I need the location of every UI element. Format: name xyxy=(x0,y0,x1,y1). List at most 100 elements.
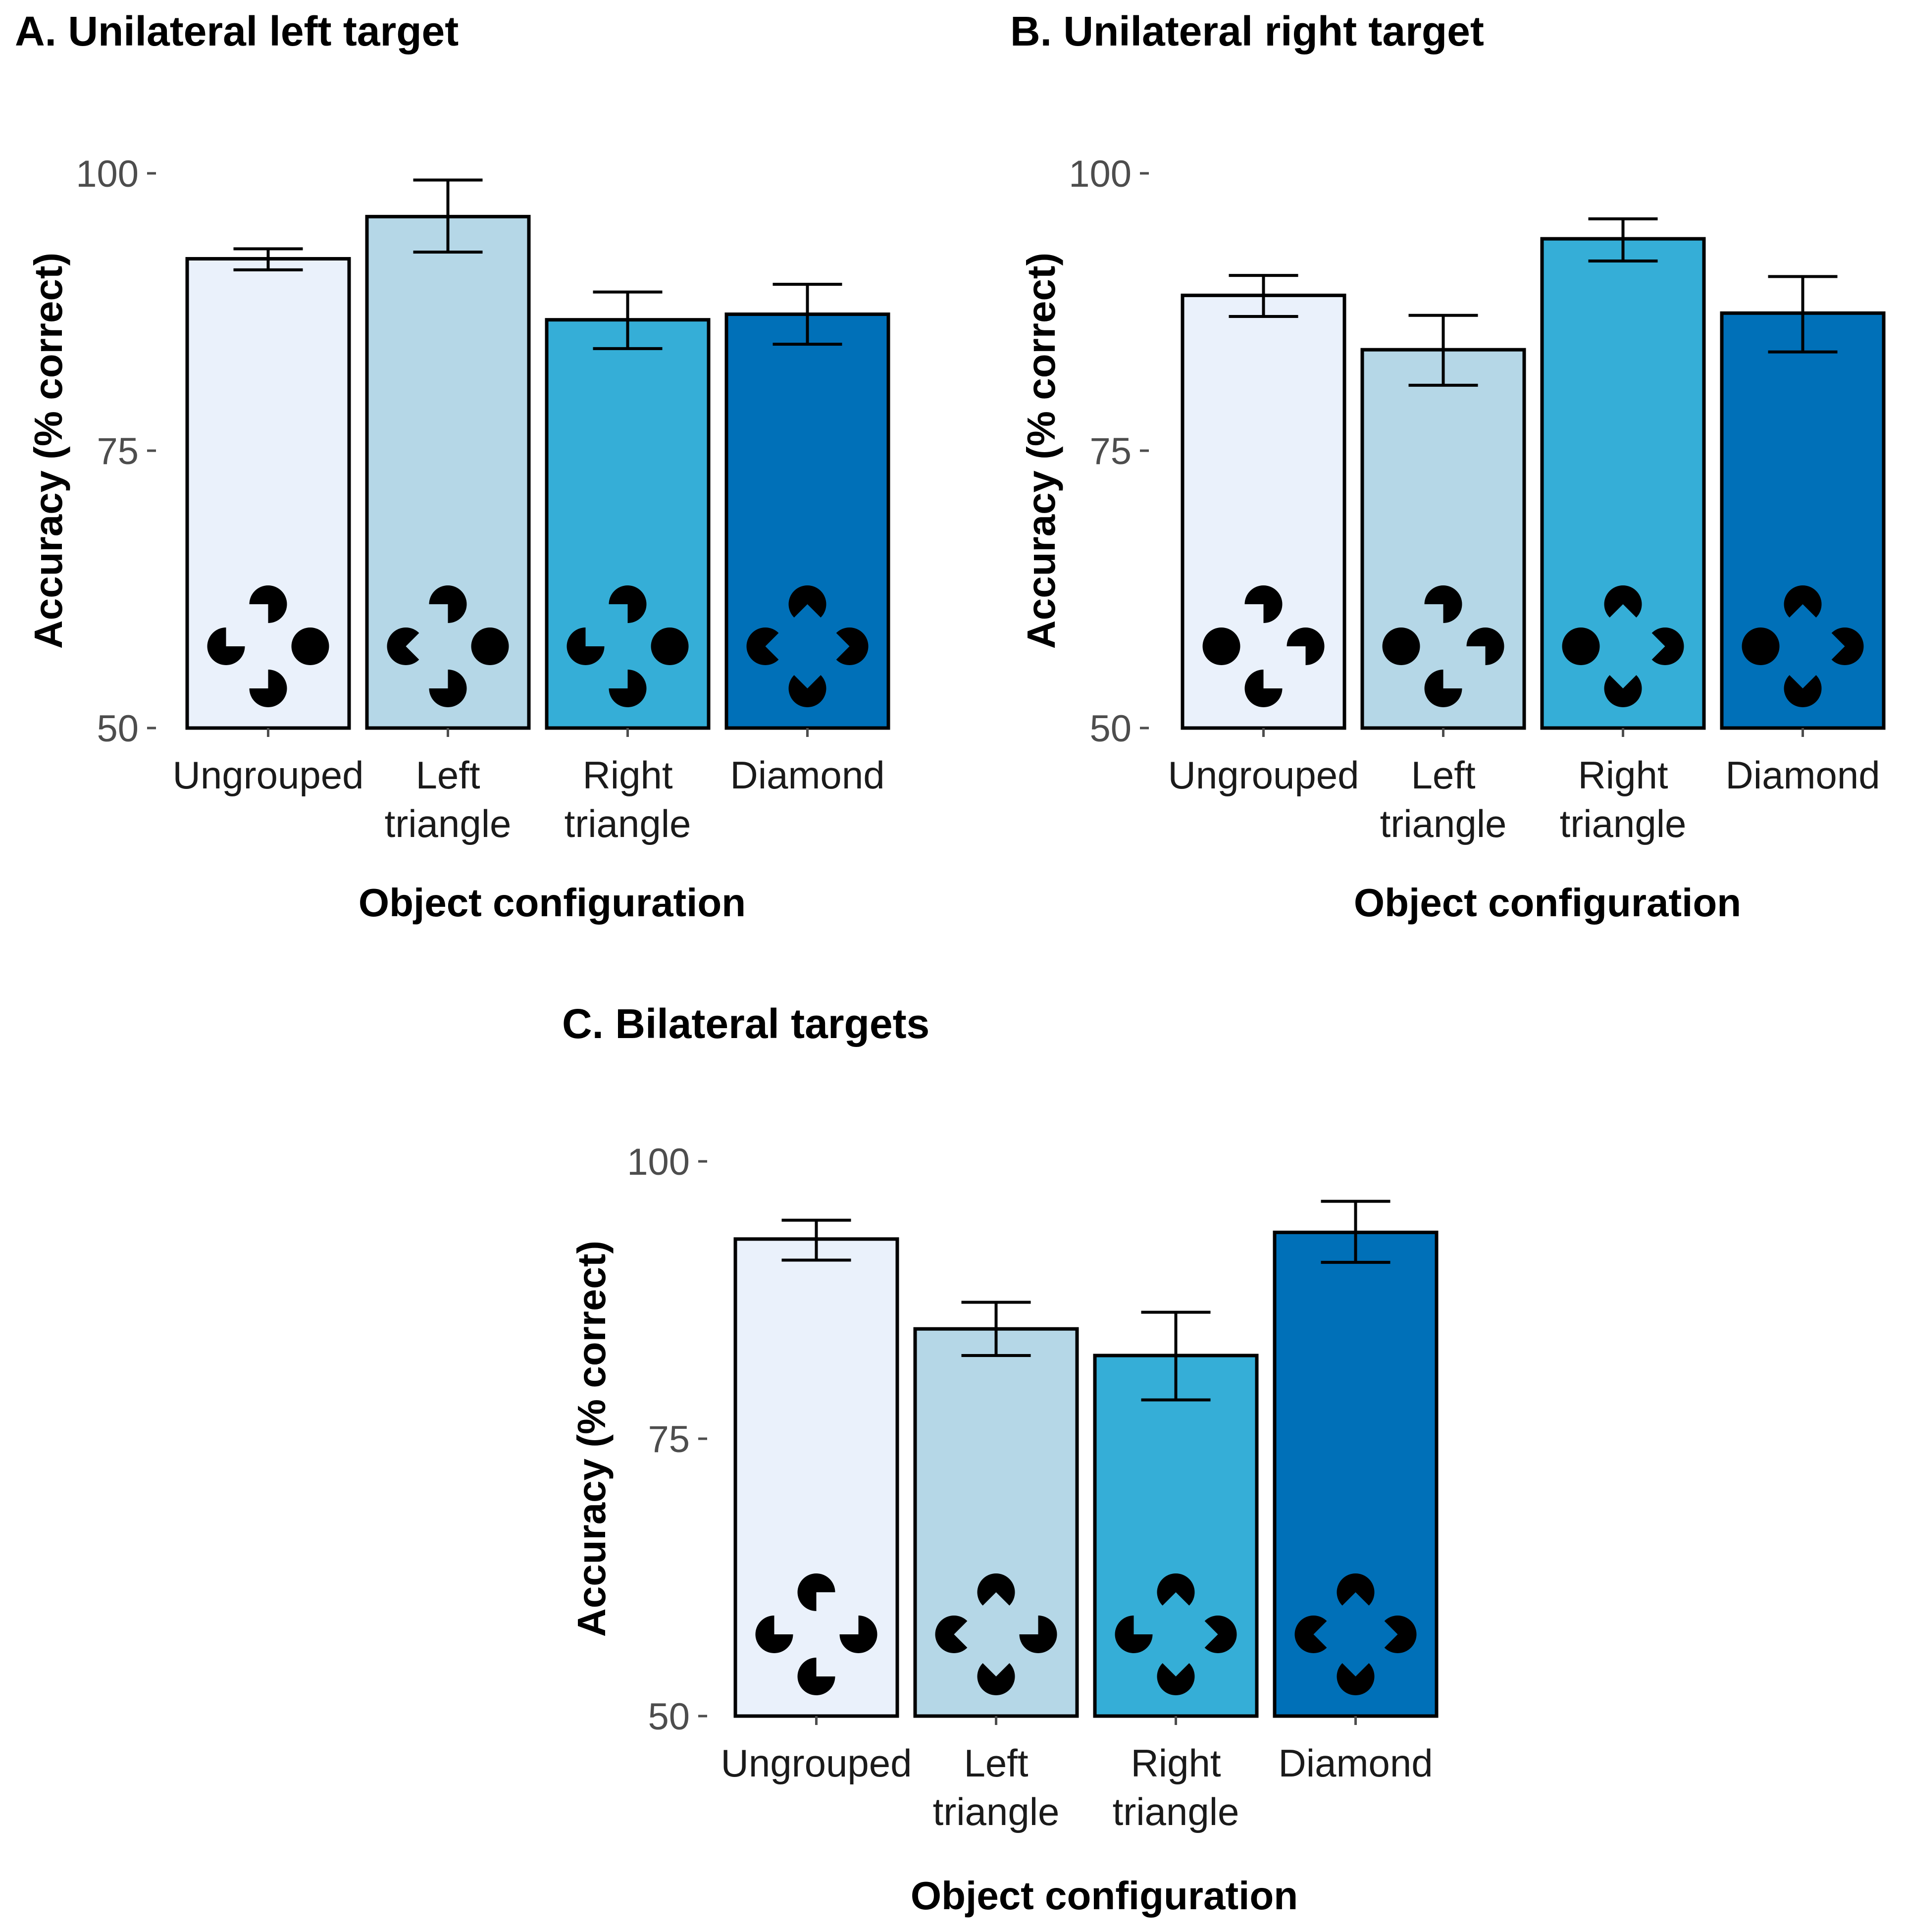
pacman-right-icon xyxy=(291,627,329,665)
x-tick-label: Left xyxy=(1411,753,1475,797)
pacman-left-icon xyxy=(567,627,605,665)
y-tick-label: 75 xyxy=(1089,430,1132,472)
pacman-left-icon xyxy=(207,627,245,665)
pacman-bottom-icon xyxy=(1784,675,1822,707)
pacman-right-icon xyxy=(471,627,509,665)
pacman-right-icon xyxy=(839,1616,877,1654)
y-tick-label: 50 xyxy=(97,708,139,750)
x-tick-label: triangle xyxy=(1113,1790,1239,1833)
x-tick-label: Right xyxy=(1131,1741,1221,1785)
pacman-configuration-icon xyxy=(1115,1573,1237,1695)
pacman-left-icon xyxy=(755,1616,793,1654)
pacman-top-icon xyxy=(1337,1573,1375,1606)
pacman-configuration-icon xyxy=(1202,585,1325,707)
pacman-top-icon xyxy=(788,585,826,618)
pacman-bottom-icon xyxy=(429,670,467,707)
pacman-bottom-icon xyxy=(1157,1663,1195,1695)
pacman-bottom-icon xyxy=(609,670,647,707)
panel-title: A. Unilateral left target xyxy=(15,8,459,54)
y-tick-label: 100 xyxy=(627,1141,690,1183)
pacman-top-icon xyxy=(1157,1573,1195,1606)
pacman-top-icon xyxy=(1604,585,1642,618)
bar xyxy=(1093,1354,1259,1718)
x-tick-label: Right xyxy=(582,753,672,797)
pacman-left-icon xyxy=(1562,627,1600,665)
x-tick-label: triangle xyxy=(565,802,691,845)
x-axis-title: Object configuration xyxy=(359,881,746,925)
pacman-configuration-icon xyxy=(207,585,329,707)
y-axis-title: Accuracy (% correct) xyxy=(1019,253,1063,649)
x-tick-label: Diamond xyxy=(1725,753,1880,797)
x-axis-title: Object configuration xyxy=(1354,881,1741,925)
pacman-top-icon xyxy=(1784,585,1822,618)
y-tick-label: 75 xyxy=(97,430,139,472)
pacman-left-icon xyxy=(387,627,419,665)
bar xyxy=(545,318,711,730)
x-tick-label: triangle xyxy=(933,1790,1060,1833)
y-tick-label: 50 xyxy=(648,1696,690,1738)
x-tick-label: Ungrouped xyxy=(173,753,364,797)
pacman-right-icon xyxy=(1466,627,1504,665)
x-axis-title: Object configuration xyxy=(911,1874,1298,1918)
y-axis-title: Accuracy (% correct) xyxy=(26,253,70,649)
y-tick-label: 75 xyxy=(648,1418,690,1461)
panel-b: B. Unilateral right target 50 75 100 Accurac… xyxy=(1010,8,1886,925)
pacman-right-icon xyxy=(1831,627,1864,665)
y-tick-label: 100 xyxy=(1069,153,1132,195)
bar xyxy=(913,1327,1079,1718)
panel-c: C. Bilateral targets 50 75 100 Accuracy (% c… xyxy=(562,1000,1439,1918)
y-axis-title: Accuracy (% correct) xyxy=(569,1241,614,1637)
pacman-top-icon xyxy=(1244,585,1283,623)
pacman-bottom-icon xyxy=(1244,670,1283,707)
panel-a: A. Unilateral left target 50 75 100 Accuracy… xyxy=(15,8,890,925)
x-tick-label: Left xyxy=(415,753,480,797)
pacman-top-icon xyxy=(1424,585,1462,623)
pacman-bottom-icon xyxy=(797,1658,835,1695)
x-tick-label: triangle xyxy=(1380,802,1507,845)
y-tick-label: 50 xyxy=(1089,708,1132,750)
pacman-left-icon xyxy=(1115,1616,1153,1654)
pacman-configuration-icon xyxy=(935,1573,1057,1696)
pacman-right-icon xyxy=(651,627,689,665)
pacman-right-icon xyxy=(1384,1616,1417,1653)
pacman-right-icon xyxy=(1019,1616,1057,1654)
pacman-left-icon xyxy=(935,1616,968,1653)
pacman-configuration-icon xyxy=(755,1573,877,1695)
pacman-right-icon xyxy=(836,627,869,666)
pacman-bottom-icon xyxy=(788,675,826,708)
pacman-bottom-icon xyxy=(1424,670,1462,707)
panel-title: C. Bilateral targets xyxy=(562,1000,929,1047)
x-tick-label: Ungrouped xyxy=(1168,753,1359,797)
panel-title: B. Unilateral right target xyxy=(1010,8,1484,54)
x-tick-label: Left xyxy=(964,1741,1028,1785)
pacman-configuration-icon xyxy=(746,585,869,708)
pacman-left-icon xyxy=(1294,1616,1327,1653)
pacman-top-icon xyxy=(977,1573,1015,1606)
pacman-top-icon xyxy=(609,585,647,623)
pacman-left-icon xyxy=(1382,627,1420,665)
pacman-top-icon xyxy=(249,585,287,623)
pacman-bottom-icon xyxy=(977,1663,1015,1696)
pacman-left-icon xyxy=(746,627,779,666)
y-tick-label: 100 xyxy=(76,153,139,195)
pacman-top-icon xyxy=(429,585,467,623)
pacman-bottom-icon xyxy=(1604,675,1642,707)
pacman-bottom-icon xyxy=(249,670,287,707)
x-tick-label: Right xyxy=(1578,753,1668,797)
pacman-top-icon xyxy=(797,1573,835,1611)
bar xyxy=(1720,311,1886,730)
pacman-left-icon xyxy=(1202,627,1240,665)
x-tick-label: triangle xyxy=(1560,802,1687,845)
pacman-configuration-icon xyxy=(1742,585,1864,707)
pacman-bottom-icon xyxy=(1337,1663,1375,1695)
pacman-configuration-icon xyxy=(1294,1573,1417,1695)
pacman-configuration-icon xyxy=(387,585,509,707)
x-tick-label: Ungrouped xyxy=(721,1741,912,1785)
x-tick-label: Diamond xyxy=(730,753,884,797)
pacman-left-icon xyxy=(1742,627,1780,665)
pacman-configuration-icon xyxy=(1382,585,1504,707)
pacman-configuration-icon xyxy=(567,585,689,707)
bar xyxy=(724,312,890,730)
pacman-right-icon xyxy=(1204,1616,1237,1653)
